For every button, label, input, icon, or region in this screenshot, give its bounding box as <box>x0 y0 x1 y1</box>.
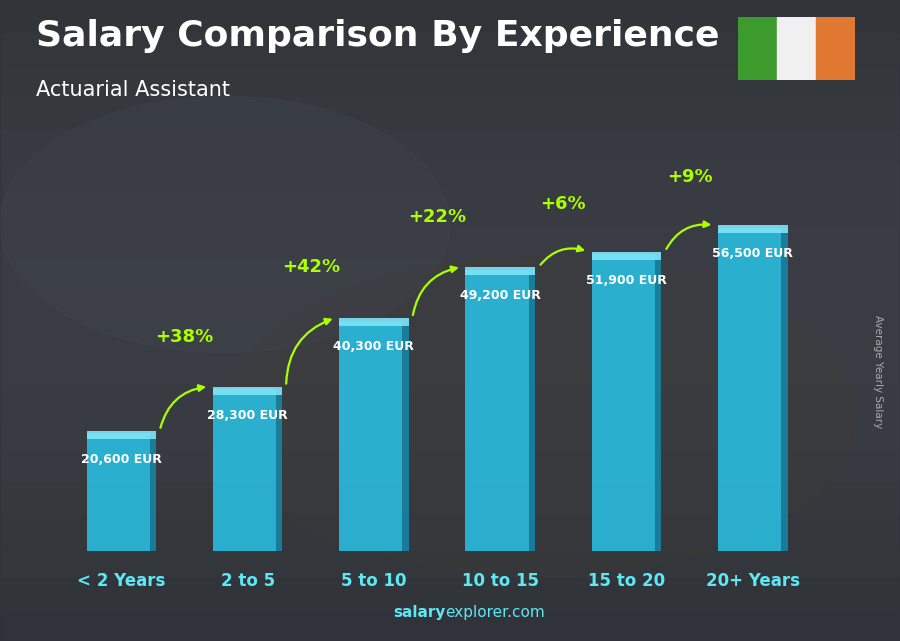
Text: 40,300 EUR: 40,300 EUR <box>334 340 414 353</box>
Bar <box>655 254 661 551</box>
Bar <box>212 387 283 395</box>
Bar <box>0 609 900 641</box>
Text: 5 to 10: 5 to 10 <box>341 572 407 590</box>
Bar <box>465 267 535 275</box>
Bar <box>0 513 900 545</box>
Bar <box>0 449 900 481</box>
Text: Actuarial Assistant: Actuarial Assistant <box>36 80 230 100</box>
Text: Salary Comparison By Experience: Salary Comparison By Experience <box>36 19 719 53</box>
Bar <box>0 481 900 513</box>
Bar <box>0 320 900 353</box>
Bar <box>0 417 900 449</box>
Bar <box>0 192 900 224</box>
Bar <box>402 320 409 551</box>
Bar <box>339 320 402 551</box>
Bar <box>0 224 900 256</box>
Text: +9%: +9% <box>667 168 713 186</box>
Bar <box>465 270 528 551</box>
Bar <box>212 389 276 551</box>
Bar <box>592 252 662 260</box>
Bar <box>0 288 900 320</box>
Text: +38%: +38% <box>156 328 213 346</box>
Text: salary: salary <box>393 604 446 620</box>
Text: 20,600 EUR: 20,600 EUR <box>81 453 162 466</box>
Bar <box>528 270 535 551</box>
Text: 2 to 5: 2 to 5 <box>220 572 274 590</box>
Bar <box>0 64 900 96</box>
Bar <box>718 228 781 551</box>
Bar <box>149 433 156 551</box>
Bar <box>276 389 283 551</box>
Text: Average Yearly Salary: Average Yearly Salary <box>873 315 884 428</box>
Bar <box>0 0 900 32</box>
Text: 56,500 EUR: 56,500 EUR <box>713 247 793 260</box>
Ellipse shape <box>225 256 855 577</box>
Bar <box>0 353 900 385</box>
Bar <box>738 17 777 80</box>
Text: 20+ Years: 20+ Years <box>706 572 800 590</box>
Text: +42%: +42% <box>282 258 340 276</box>
Text: 15 to 20: 15 to 20 <box>588 572 665 590</box>
Bar <box>86 433 149 551</box>
Bar <box>0 160 900 192</box>
Text: 10 to 15: 10 to 15 <box>462 572 539 590</box>
Text: < 2 Years: < 2 Years <box>77 572 166 590</box>
Bar <box>0 577 900 609</box>
Bar <box>86 431 156 438</box>
Bar <box>816 17 855 80</box>
Text: explorer.com: explorer.com <box>446 604 545 620</box>
Bar <box>0 96 900 128</box>
Ellipse shape <box>0 96 450 353</box>
Bar <box>339 318 409 326</box>
Bar <box>0 385 900 417</box>
Bar <box>777 17 816 80</box>
Bar <box>718 226 788 233</box>
Text: +22%: +22% <box>408 208 466 226</box>
Bar <box>0 32 900 64</box>
Text: 51,900 EUR: 51,900 EUR <box>586 274 667 287</box>
Bar <box>0 256 900 288</box>
Bar <box>592 254 655 551</box>
Bar <box>781 228 788 551</box>
Bar <box>0 545 900 577</box>
Text: +6%: +6% <box>541 195 586 213</box>
Text: 28,300 EUR: 28,300 EUR <box>207 409 288 422</box>
Text: 49,200 EUR: 49,200 EUR <box>460 289 541 302</box>
Bar <box>0 128 900 160</box>
